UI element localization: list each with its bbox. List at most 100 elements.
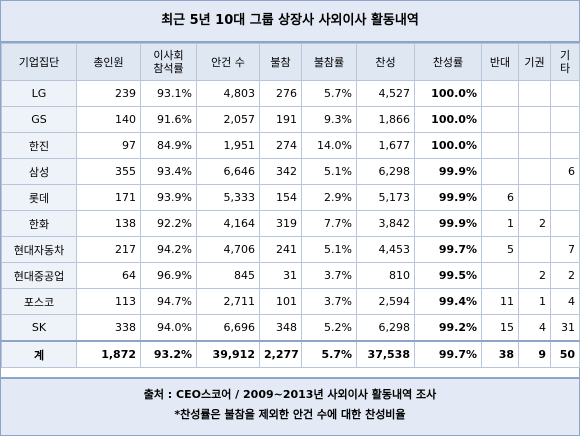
cell: 94.7%	[140, 288, 197, 315]
cell: 319	[259, 210, 302, 237]
cell: GS	[1, 106, 77, 133]
row: 현대자동차 217 94.2% 4,706 241 5.1% 4,453 99.7% 5 7	[1, 236, 580, 263]
cell: 5.1%	[301, 158, 357, 185]
cell: 6,646	[196, 158, 260, 185]
cell: 276	[259, 80, 302, 107]
cell: 191	[259, 106, 302, 133]
empty-cell	[518, 80, 551, 107]
cell: 한진	[1, 132, 77, 159]
empty-cell	[550, 210, 580, 237]
cell: 100.0%	[414, 132, 482, 159]
cell: 99.7%	[414, 236, 482, 263]
column-header: 총인원	[76, 43, 141, 81]
empty-cell	[550, 132, 580, 159]
cell: 1,677	[356, 132, 415, 159]
cell: 99.9%	[414, 210, 482, 237]
cell: LG	[1, 80, 77, 107]
cell: 217	[76, 236, 141, 263]
cell: 1,872	[76, 340, 141, 368]
row: LG 239 93.1% 4,803 276 5.7% 4,527 100.0%	[1, 80, 580, 107]
cell: 97	[76, 132, 141, 159]
column-header: 기타	[550, 43, 580, 81]
cell: 355	[76, 158, 141, 185]
cell: 5,333	[196, 184, 260, 211]
empty-cell	[518, 132, 551, 159]
cell: 100.0%	[414, 106, 482, 133]
cell: 84.9%	[140, 132, 197, 159]
cell: 31	[259, 262, 302, 289]
cell: 9.3%	[301, 106, 357, 133]
cell: 2,711	[196, 288, 260, 315]
cell: 3.7%	[301, 262, 357, 289]
cell: 5.2%	[301, 314, 357, 342]
cell: 94.2%	[140, 236, 197, 263]
column-header: 이사회 참석률	[140, 43, 197, 81]
row: 롯데 171 93.9% 5,333 154 2.9% 5,173 99.9% 6	[1, 184, 580, 211]
cell: 6,696	[196, 314, 260, 342]
row: 포스코 113 94.7% 2,711 101 3.7% 2,594 99.4% 11 1 4	[1, 288, 580, 315]
cell: 274	[259, 132, 302, 159]
empty-cell	[550, 106, 580, 133]
cell: 현대중공업	[1, 262, 77, 289]
column-header: 반대	[481, 43, 519, 81]
cell: 810	[356, 262, 415, 289]
row: SK 338 94.0% 6,696 348 5.2% 6,298 99.2% 15 4 31	[1, 314, 580, 342]
empty-cell	[550, 184, 580, 211]
note: *찬성률은 불참을 제외한 안건 수에 대한 찬성비율	[174, 408, 406, 421]
cell: 140	[76, 106, 141, 133]
cell: 338	[76, 314, 141, 342]
cell: 1	[481, 210, 519, 237]
cell: 113	[76, 288, 141, 315]
empty-cell	[550, 80, 580, 107]
row: 한화 138 92.2% 4,164 319 7.7% 3,842 99.9% 1 2	[1, 210, 580, 237]
column-header: 불참률	[301, 43, 357, 81]
row: 한진 97 84.9% 1,951 274 14.0% 1,677 100.0%	[1, 132, 580, 159]
column-header: 기권	[518, 43, 551, 81]
empty-cell	[481, 80, 519, 107]
cell: 64	[76, 262, 141, 289]
cell: 171	[76, 184, 141, 211]
cell: 1	[518, 288, 551, 315]
cell: 342	[259, 158, 302, 185]
cell: 37,538	[356, 340, 415, 368]
cell: 239	[76, 80, 141, 107]
column-header: 찬성률	[414, 43, 482, 81]
cell: 9	[518, 340, 551, 368]
cell: 현대자동차	[1, 236, 77, 263]
cell: 91.6%	[140, 106, 197, 133]
cell: 4	[550, 288, 580, 315]
header-row: 기업집단 총인원 이사회 참석률 안건 수 불참 불참률 찬성 찬성률 반대 기권 기타	[1, 43, 580, 81]
cell: 4,527	[356, 80, 415, 107]
cell: 4	[518, 314, 551, 342]
column-header: 찬성	[356, 43, 415, 81]
cell: 5.7%	[301, 340, 357, 368]
cell: 93.1%	[140, 80, 197, 107]
cell: 2	[518, 262, 551, 289]
row: 계 1,872 93.2% 39,912 2,277 5.7% 37,538 99.7% 38 9…	[1, 340, 580, 368]
cell: 삼성	[1, 158, 77, 185]
cell: 50	[550, 340, 580, 368]
cell: 138	[76, 210, 141, 237]
column-header: 기업집단	[1, 43, 77, 81]
cell: SK	[1, 314, 77, 342]
cell: 39,912	[196, 340, 260, 368]
cell: 6,298	[356, 314, 415, 342]
cell: 5.7%	[301, 80, 357, 107]
cell: 2.9%	[301, 184, 357, 211]
source: 출처 : CEO스코어 / 2009~2013년 사외이사 활동내역 조사	[143, 388, 437, 401]
column-header: 안건 수	[196, 43, 260, 81]
row: 삼성 355 93.4% 6,646 342 5.1% 6,298 99.9% 6	[1, 158, 580, 185]
cell: 99.9%	[414, 158, 482, 185]
cell: 99.9%	[414, 184, 482, 211]
cell: 241	[259, 236, 302, 263]
cell: 14.0%	[301, 132, 357, 159]
empty-cell	[481, 132, 519, 159]
cell: 100.0%	[414, 80, 482, 107]
cell: 5.1%	[301, 236, 357, 263]
column-header: 불참	[259, 43, 302, 81]
cell: 101	[259, 288, 302, 315]
empty-cell	[518, 184, 551, 211]
row: GS 140 91.6% 2,057 191 9.3% 1,866 100.0%	[1, 106, 580, 133]
cell: 94.0%	[140, 314, 197, 342]
